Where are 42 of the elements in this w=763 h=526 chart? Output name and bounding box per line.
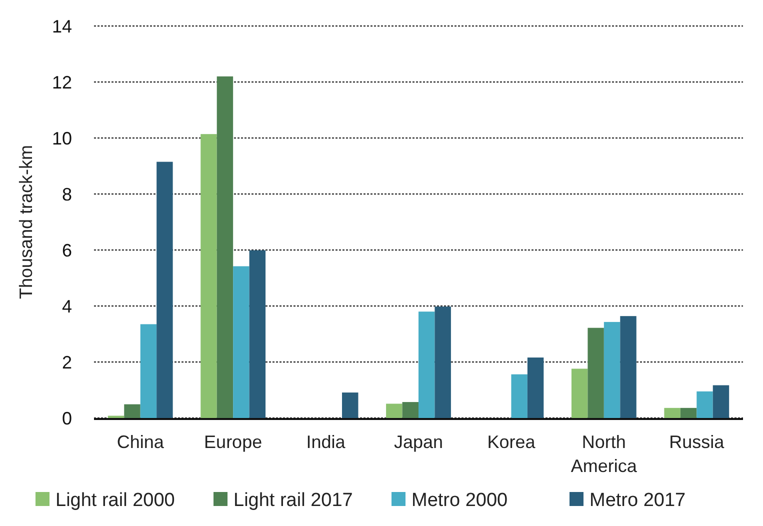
bar — [434, 306, 451, 418]
bar — [156, 162, 173, 418]
legend-label: Metro 2017 — [590, 490, 686, 511]
legend-label: Light rail 2017 — [234, 490, 353, 511]
legend-label: Metro 2000 — [412, 490, 508, 511]
bar — [233, 266, 250, 418]
x-tick-label: Japan — [394, 432, 444, 452]
bar — [712, 385, 730, 418]
bar — [200, 134, 217, 418]
y-tick-label: 4 — [62, 296, 72, 316]
bar — [342, 392, 358, 418]
x-tick-label: Europe — [204, 432, 262, 452]
x-tick-label: North America — [570, 432, 638, 476]
bar — [140, 324, 157, 418]
bar — [418, 312, 435, 418]
y-tick-label: 0 — [62, 408, 72, 428]
bar — [402, 402, 418, 418]
legend-label: Light rail 2000 — [56, 490, 175, 511]
y-tick-label: 2 — [62, 352, 72, 372]
bar — [386, 404, 402, 418]
y-tick-label: 14 — [52, 16, 72, 36]
bar — [571, 368, 588, 418]
bar — [527, 358, 544, 418]
bar — [588, 328, 604, 418]
bar — [680, 408, 697, 418]
bar — [216, 76, 234, 418]
x-tick-label: Korea — [487, 432, 536, 452]
x-tick-label: Russia — [669, 432, 726, 452]
y-tick-label: 8 — [62, 184, 72, 204]
y-tick-label: 10 — [52, 128, 72, 148]
bar — [249, 250, 266, 418]
bar — [124, 404, 140, 418]
y-tick-label: 12 — [52, 72, 72, 92]
bar — [664, 408, 680, 418]
bar — [604, 322, 620, 418]
y-tick-label: 6 — [62, 240, 72, 260]
y-axis-title: Thousand track-km — [16, 144, 36, 300]
x-tick-label: India — [306, 432, 346, 452]
bar — [620, 316, 636, 418]
bar — [696, 391, 713, 418]
bar — [511, 374, 528, 418]
x-tick-label: China — [116, 432, 165, 452]
